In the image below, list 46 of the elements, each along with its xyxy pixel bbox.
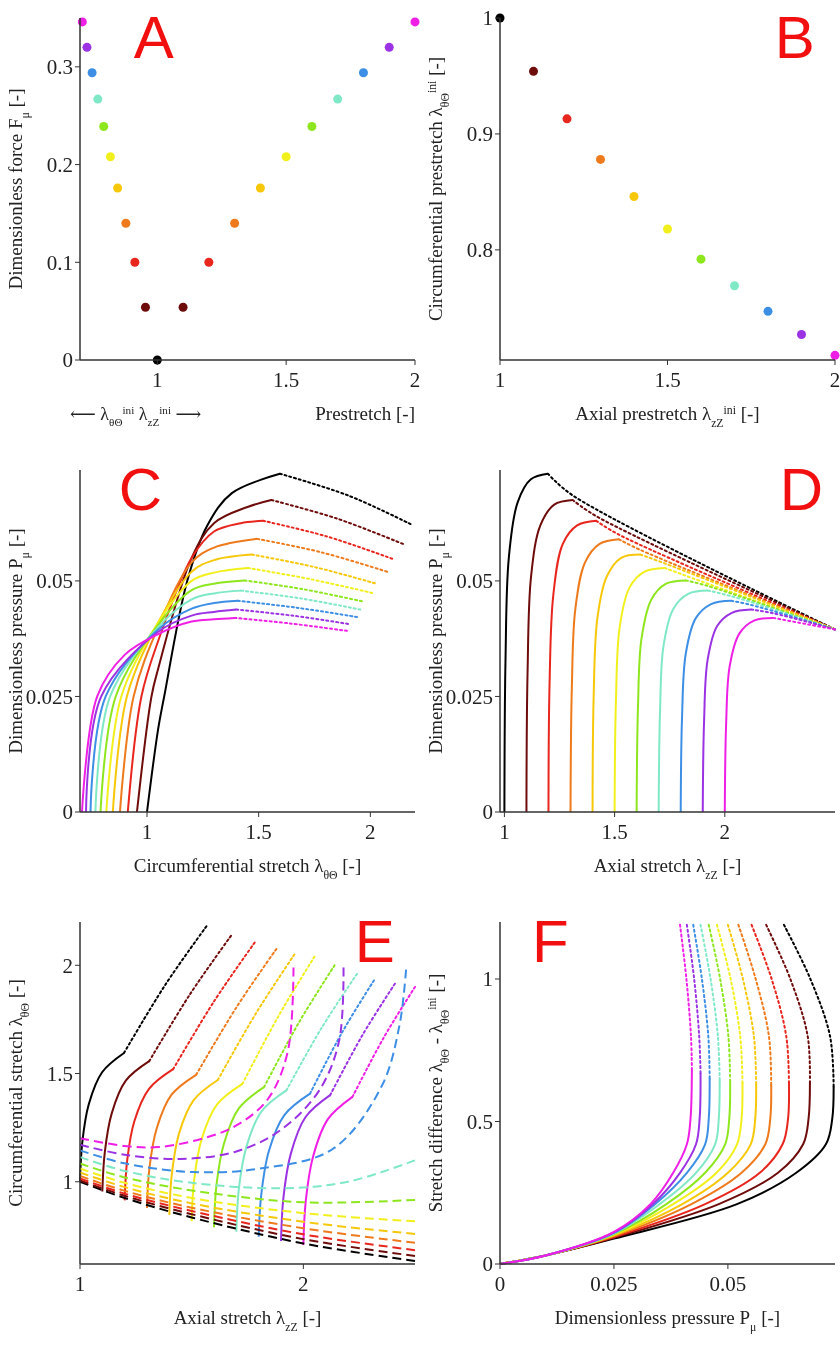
x-axis-title: Dimensionless pressure P$_{μ}$ [-] (554, 1307, 781, 1334)
y-tick-label: 0 (482, 800, 493, 825)
x-tick-label: 2 (298, 1272, 309, 1296)
x-axis-title: Axial prestretch λ$_{zZ}$$^{ini}$ [-] (575, 403, 760, 430)
x-tick-label: 0.05 (709, 1272, 747, 1296)
x-axis-title: Circumferential stretch λ$_{θΘ}$ [-] (133, 855, 362, 882)
chart-title: D (779, 456, 824, 523)
y-tick-label: 0.9 (466, 122, 493, 147)
chart-title: F (531, 908, 569, 975)
x-tick-label: 0.025 (590, 1272, 638, 1296)
y-tick-label: 0.1 (46, 250, 73, 275)
x-tick-label: 1.5 (601, 820, 628, 844)
y-tick-label: 1 (62, 1170, 73, 1195)
y-tick-label: 0.025 (445, 684, 493, 709)
y-tick-label: 0 (62, 800, 73, 825)
y-tick-label: 0.8 (466, 238, 493, 263)
text: ⟵ λ$_{θΘ}$$^{ini}$ λ$_{zZ}$$^{ini}$ ⟶ (70, 404, 202, 428)
y-tick-label: 0.3 (46, 55, 73, 80)
chart-title: B (774, 4, 815, 71)
x-tick-label: 2 (365, 820, 376, 844)
y-tick-label: 0.5 (466, 1109, 493, 1134)
x-tick-label: 1.5 (654, 368, 681, 392)
chart-title: A (133, 4, 174, 71)
x-axis-title: Axial stretch λ$_{zZ}$ [-] (173, 1307, 322, 1334)
x-tick-label: 1 (152, 368, 163, 392)
x-tick-label: 2 (409, 368, 421, 392)
x-tick-label: 1 (141, 820, 153, 844)
x-tick-label: 2 (719, 820, 731, 844)
y-tick-label: 1 (482, 967, 493, 992)
y-tick-label: 0.025 (25, 684, 73, 709)
y-tick-label: 0 (482, 1252, 493, 1277)
y-tick-label: 2 (62, 953, 73, 978)
chart-title: C (118, 456, 162, 523)
y-tick-label: 0.05 (456, 569, 493, 594)
x-tick-label: 1.5 (245, 820, 272, 844)
x-axis-title: Prestretch [-] (315, 403, 415, 424)
y-tick-label: 1.5 (46, 1061, 73, 1086)
y-tick-label: 0.05 (36, 569, 73, 594)
y-tick-label: 0 (62, 348, 73, 373)
chart-title: E (354, 908, 395, 975)
y-tick-label: 0.2 (46, 152, 73, 177)
x-tick-label: 2 (829, 368, 840, 392)
x-tick-label: 1.5 (273, 368, 300, 392)
x-axis-title: Axial stretch λ$_{zZ}$ [-] (593, 855, 742, 882)
y-tick-label: 1 (482, 6, 493, 31)
x-tick-label: 1 (499, 820, 510, 844)
